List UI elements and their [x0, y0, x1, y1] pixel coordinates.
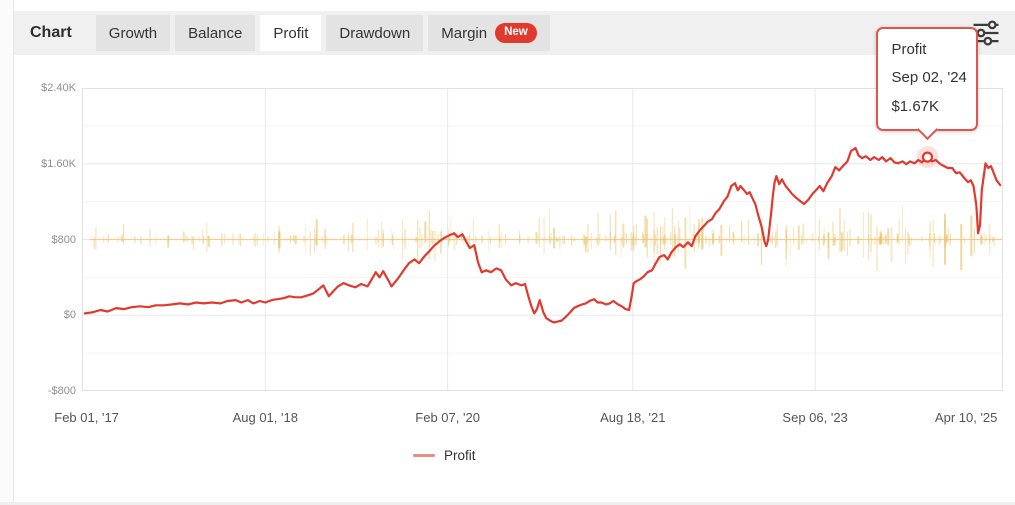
bottom-divider — [0, 502, 1015, 505]
volume-bars — [93, 204, 995, 272]
tab-margin[interactable]: Margin New — [428, 15, 550, 51]
tab-label: Balance — [188, 24, 243, 42]
legend-item-profit[interactable]: Profit — [413, 448, 476, 463]
tab-label: Drawdown — [339, 24, 411, 42]
tab-drawdown[interactable]: Drawdown — [326, 15, 424, 51]
x-tick-label: Aug 18, '21 — [600, 410, 666, 425]
legend-label: Profit — [444, 448, 476, 463]
tooltip-series-label: Profit — [891, 41, 927, 59]
chart-type-tabs: Growth Balance Profit Drawdown Margin New — [95, 15, 550, 51]
selected-point-marker[interactable] — [916, 146, 939, 169]
legend-swatch — [413, 454, 435, 457]
tooltip-date: Sep 02, '24 — [891, 69, 967, 87]
tab-label: Profit — [273, 24, 309, 42]
y-tick-label: $800 — [51, 233, 76, 246]
tooltip-value: $1.67K — [891, 97, 940, 115]
tab-label: Growth — [108, 24, 158, 42]
profit-line — [83, 146, 1002, 324]
tab-label: Margin — [441, 24, 488, 42]
chart-tooltip: Profit Sep 02, '24 $1.67K — [876, 27, 979, 141]
x-tick-label: Sep 06, '23 — [782, 410, 848, 425]
x-tick-label: Feb 01, '17 — [54, 410, 119, 425]
page-left-gutter — [0, 0, 14, 505]
profit-plot-area — [82, 88, 1003, 391]
chart-tab-bar: Chart Growth Balance Profit Drawdown Margin N… — [14, 11, 1015, 55]
plot-border — [82, 88, 1003, 391]
y-tick-label: $2.40K — [41, 82, 76, 94]
tab-balance[interactable]: Balance — [175, 15, 256, 51]
x-tick-label: Apr 10, '25 — [934, 410, 998, 425]
tab-profit[interactable]: Profit — [260, 15, 322, 51]
x-tick-label: Feb 07, '20 — [415, 410, 480, 425]
y-tick-label: $0 — [63, 309, 76, 322]
tab-growth[interactable]: Growth — [95, 15, 171, 51]
new-badge: New — [495, 23, 537, 43]
x-tick-label: Aug 01, '18 — [232, 410, 298, 425]
y-tick-label: $1.60K — [41, 157, 76, 170]
y-tick-label: -$800 — [47, 385, 76, 397]
tab-chart[interactable]: Chart — [30, 24, 72, 41]
